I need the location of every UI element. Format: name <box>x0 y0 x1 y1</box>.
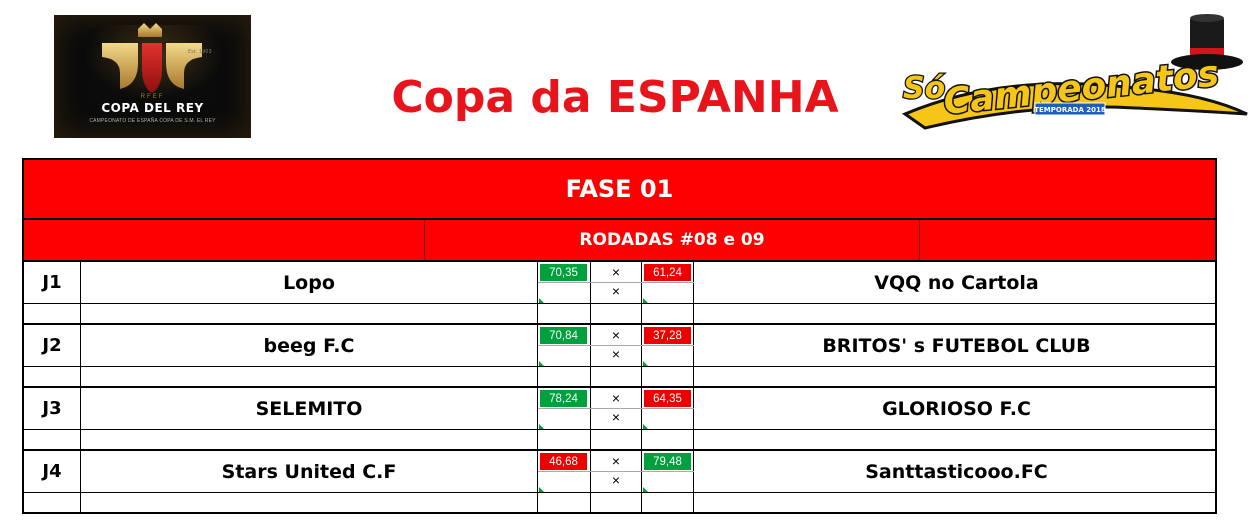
column-divider <box>590 388 591 449</box>
row-divider <box>24 366 1215 367</box>
column-divider <box>537 325 538 386</box>
column-divider <box>693 388 694 449</box>
column-divider <box>590 262 591 323</box>
row-divider <box>24 429 1215 430</box>
round-label: RODADAS #08 e 09 <box>425 220 920 260</box>
rfef-label: RFEF <box>140 94 165 100</box>
score-divider <box>538 471 694 472</box>
match-row: J3 SELEMITO 78,24 × × 64,35 GLORIOSO F.C <box>22 388 1217 451</box>
away-team: Santtasticooo.FC <box>865 460 1048 483</box>
versus-mark: × <box>611 283 621 299</box>
match-code: J1 <box>42 272 62 293</box>
column-divider <box>80 325 81 386</box>
match-row: J2 beeg F.C 70,84 × × 37,28 BRITOS' s FU… <box>22 325 1217 388</box>
score-divider <box>538 408 694 409</box>
cell-marker-icon <box>539 361 544 366</box>
cell-marker-icon <box>539 424 544 429</box>
away-team: GLORIOSO F.C <box>882 397 1031 420</box>
copa-del-rey-logo: Est. 1903 RFEF COPA DEL REY CAMPEONATO D… <box>54 15 251 138</box>
svg-text:Est. 1903: Est. 1903 <box>188 49 212 55</box>
match-row: J1 Lopo 70,35 × × 61,24 VQQ no Cartola <box>22 262 1217 325</box>
away-score: 37,28 <box>644 327 691 344</box>
home-score: 70,84 <box>540 327 587 344</box>
column-divider <box>80 451 81 512</box>
versus-mark: × <box>611 390 621 406</box>
phase-banner: FASE 01 <box>22 158 1217 220</box>
match-code: J4 <box>42 461 62 482</box>
row-divider <box>24 492 1215 493</box>
away-score: 61,24 <box>644 264 691 281</box>
match-code: J2 <box>42 335 62 356</box>
column-divider <box>80 262 81 323</box>
column-divider <box>537 451 538 512</box>
column-divider <box>693 325 694 386</box>
cell-marker-icon <box>643 298 648 303</box>
home-team: SELEMITO <box>255 397 363 420</box>
cell-marker-icon <box>539 487 544 492</box>
round-banner-left <box>24 220 425 260</box>
versus-mark: × <box>611 409 621 425</box>
top-hat-icon <box>1171 14 1243 70</box>
column-divider <box>693 451 694 512</box>
home-score: 46,68 <box>540 453 587 470</box>
score-divider <box>538 282 694 283</box>
round-banner-right <box>920 220 1215 260</box>
home-team: beeg F.C <box>263 334 355 357</box>
cell-marker-icon <box>643 424 648 429</box>
so-campeonatos-logo: Só Campeonatos TEMPORADA 2018 <box>885 2 1252 157</box>
home-score: 70,35 <box>540 264 587 281</box>
column-divider <box>641 262 642 323</box>
column-divider <box>641 325 642 386</box>
svg-text:TEMPORADA 2018: TEMPORADA 2018 <box>1034 106 1106 114</box>
versus-mark: × <box>611 327 621 343</box>
column-divider <box>641 451 642 512</box>
score-divider <box>538 345 694 346</box>
match-row: J4 Stars United C.F 46,68 × × 79,48 Sant… <box>22 451 1217 514</box>
column-divider <box>693 262 694 323</box>
column-divider <box>537 388 538 449</box>
column-divider <box>641 388 642 449</box>
column-divider <box>590 325 591 386</box>
bracket-table: FASE 01 RODADAS #08 e 09 J1 Lopo 70,35 ×… <box>22 158 1217 514</box>
svg-text:Só: Só <box>903 71 945 106</box>
row-divider <box>24 303 1215 304</box>
cell-marker-icon <box>643 361 648 366</box>
home-score: 78,24 <box>540 390 587 407</box>
away-score: 64,35 <box>644 390 691 407</box>
trophy-crown-icon: Est. 1903 <box>102 23 212 93</box>
cell-marker-icon <box>643 487 648 492</box>
column-divider <box>590 451 591 512</box>
versus-mark: × <box>611 346 621 362</box>
match-code: J3 <box>42 398 62 419</box>
versus-mark: × <box>611 264 621 280</box>
column-divider <box>80 388 81 449</box>
copa-del-rey-subtitle: CAMPEONATO DE ESPAÑA COPA DE S.M. EL REY <box>89 118 216 124</box>
home-team: Stars United C.F <box>221 460 397 483</box>
away-team: VQQ no Cartola <box>874 271 1039 294</box>
away-team: BRITOS' s FUTEBOL CLUB <box>822 334 1091 357</box>
home-team: Lopo <box>283 271 335 294</box>
versus-mark: × <box>611 472 621 488</box>
versus-mark: × <box>611 453 621 469</box>
copa-del-rey-wordmark: COPA DEL REY <box>101 101 204 115</box>
column-divider <box>537 262 538 323</box>
cell-marker-icon <box>539 298 544 303</box>
round-banner: RODADAS #08 e 09 <box>22 220 1217 262</box>
page-title: Copa da ESPANHA <box>391 72 839 123</box>
away-score: 79,48 <box>644 453 691 470</box>
